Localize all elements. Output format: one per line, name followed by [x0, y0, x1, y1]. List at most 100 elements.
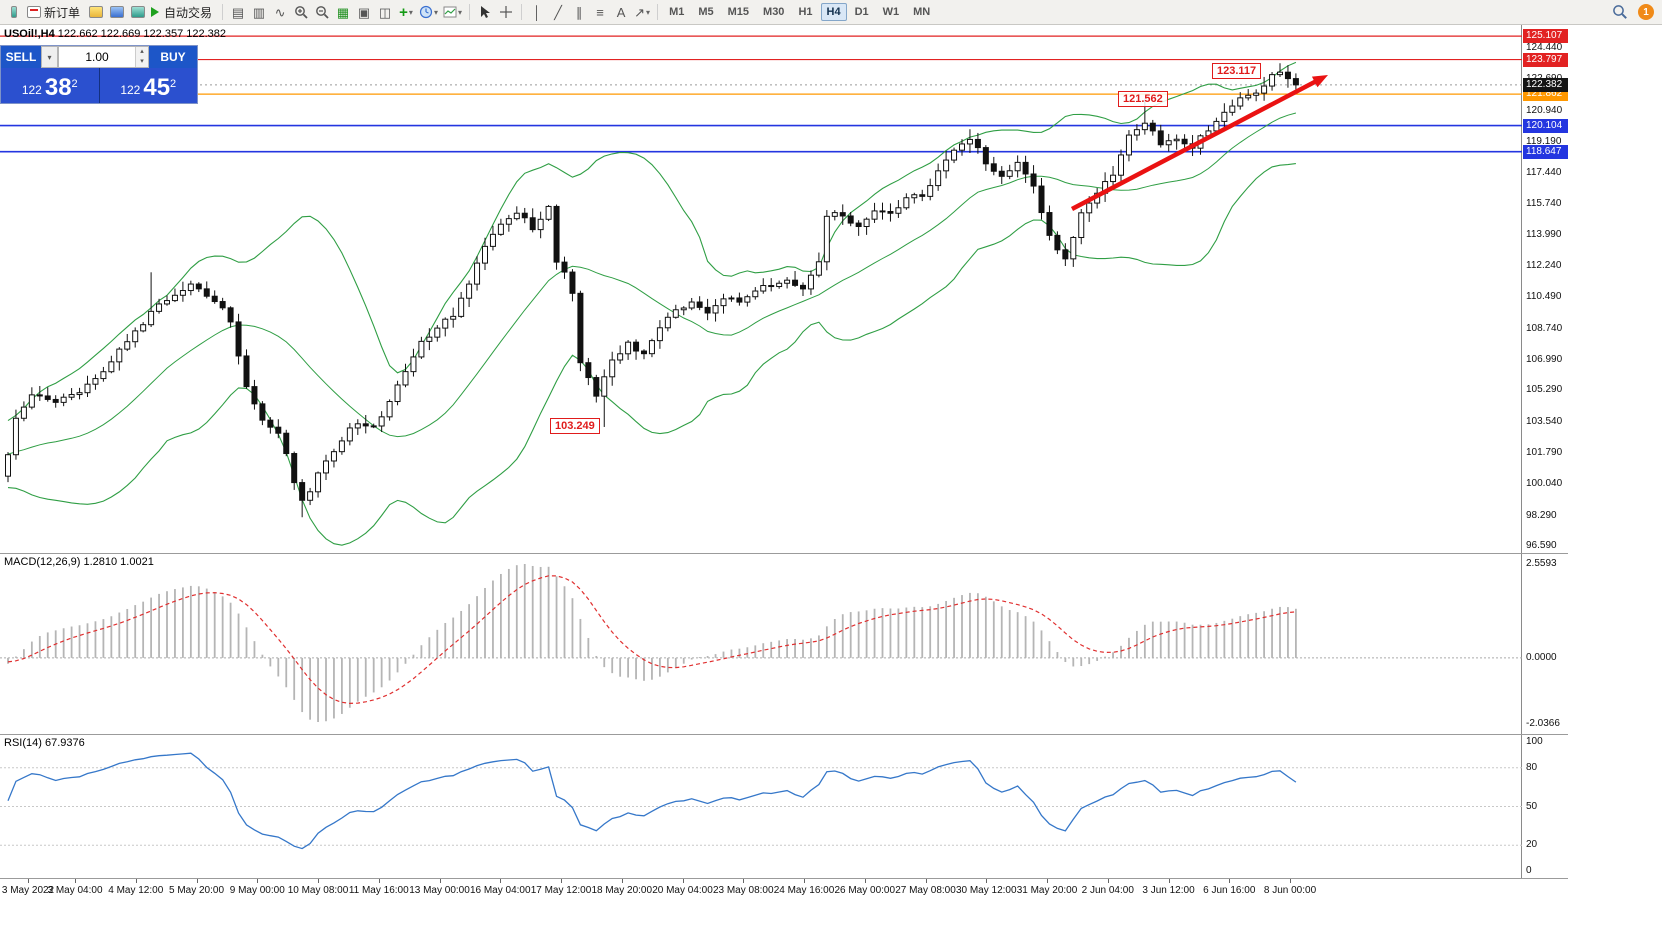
price-chart-area[interactable]: USOil!,H4 122.662 122.669 122.357 122.38…	[0, 25, 1522, 553]
step-up-icon[interactable]: ▴	[136, 47, 148, 57]
candle-body	[625, 341, 632, 355]
auto-trading-button[interactable]: 自动交易	[149, 2, 217, 22]
candle-body	[656, 327, 663, 342]
candle-body	[1110, 174, 1117, 183]
cursor-tool-button[interactable]	[475, 2, 495, 22]
trend-arrow-line[interactable]	[1070, 77, 1321, 211]
candle-body	[283, 432, 290, 455]
timeframe-w1[interactable]: W1	[882, 6, 900, 18]
macd-histogram-bar	[786, 639, 788, 658]
macd-histogram-bar	[1120, 645, 1122, 658]
market-watch-button[interactable]	[107, 2, 127, 22]
timeframe-m15[interactable]: M15	[727, 6, 750, 18]
macd-histogram-bar	[881, 608, 884, 658]
line-chart-button[interactable]: ∿	[270, 2, 290, 22]
candle-body	[219, 301, 226, 309]
macd-histogram-bar	[189, 585, 192, 658]
main-toolbar: 新订单 自动交易 ▤ ▥ ∿ ▦ ▣ ◫ + ▾ ▾ ▾	[0, 0, 1662, 25]
macd-scale[interactable]: 2.5593 0.0000 -2.0366	[1523, 554, 1568, 734]
navigator-button[interactable]	[128, 2, 148, 22]
macd-histogram-bar	[1239, 616, 1242, 658]
rsi-canvas[interactable]	[0, 735, 1522, 878]
candle-body	[450, 315, 457, 320]
volume-dropdown-button[interactable]: ▾	[41, 46, 58, 68]
candlestick-chart-canvas[interactable]	[0, 25, 1522, 553]
macd-canvas[interactable]	[0, 554, 1522, 734]
price-annotation[interactable]: 123.117	[1212, 63, 1262, 79]
candle-body	[362, 423, 369, 427]
zoom-in-button[interactable]	[291, 2, 311, 22]
crosshair-tool-button[interactable]	[496, 2, 516, 22]
metaeditor-button[interactable]	[86, 2, 106, 22]
price-annotation[interactable]: 103.249	[550, 418, 600, 434]
indicators-button[interactable]: + ▾	[396, 2, 416, 22]
sell-price-display[interactable]: 122 38 2	[1, 68, 99, 103]
macd-histogram-bar	[818, 635, 820, 658]
channel-tool-button[interactable]: ∥	[569, 2, 589, 22]
price-scale[interactable]: 124.440122.690120.940119.190117.440115.7…	[1523, 25, 1568, 553]
arrows-tool-button[interactable]: ↗ ▾	[632, 2, 652, 22]
macd-histogram-bar	[142, 601, 145, 658]
macd-histogram-bar	[849, 612, 852, 658]
rsi-panel[interactable]: RSI(14) 67.9376	[0, 735, 1522, 878]
arrange-windows-button[interactable]: ◫	[375, 2, 395, 22]
candle-body	[323, 460, 329, 474]
notification-badge[interactable]: 1	[1638, 4, 1654, 20]
templates-button[interactable]: ▾	[441, 2, 464, 22]
candle-body	[1269, 74, 1276, 87]
candlestick-chart-button[interactable]: ▥	[249, 2, 269, 22]
text-tool-button[interactable]: A	[611, 2, 631, 22]
timeframe-h4[interactable]: H4	[820, 3, 847, 21]
panel-splitter[interactable]	[0, 734, 1568, 735]
candle-body	[831, 212, 838, 217]
chart-ohlc: 122.662 122.669 122.357 122.382	[57, 28, 227, 40]
timeframe-mn[interactable]: MN	[913, 6, 931, 18]
rsi-scale[interactable]: 100 80 50 20 0	[1523, 735, 1568, 878]
time-axis-label: 30 May 12:00	[955, 885, 1017, 896]
arrows-tool-icon: ↗	[634, 4, 645, 20]
macd-histogram-bar	[674, 657, 677, 668]
new-order-label: 新订单	[44, 5, 81, 20]
tile-windows-button[interactable]: ▦	[333, 2, 353, 22]
search-icon[interactable]	[1612, 4, 1628, 20]
price-annotation[interactable]: 121.562	[1118, 91, 1168, 107]
candle-body	[1261, 85, 1268, 94]
rsi-scale-label: 0	[1526, 865, 1532, 876]
bar-chart-button[interactable]: ▤	[228, 2, 248, 22]
candle-body	[633, 341, 640, 352]
candle-body	[505, 218, 512, 225]
tile-windows-icon: ▦	[336, 4, 350, 20]
time-axis[interactable]: 3 May 2022 3 May 04:00 4 May 12:00 5 May 20…	[0, 879, 1568, 899]
macd-histogram-bar	[356, 657, 359, 702]
rsi-scale-label: 100	[1526, 736, 1543, 747]
bar-chart-icon: ▤	[231, 4, 245, 20]
timeframe-m30[interactable]: M30	[763, 6, 785, 18]
price-scale-label: 117.440	[1526, 167, 1562, 179]
zoom-out-button[interactable]	[312, 2, 332, 22]
macd-panel[interactable]: MACD(12,26,9) 1.2810 1.0021	[0, 554, 1522, 734]
periods-button[interactable]: ▾	[417, 2, 440, 22]
panel-splitter[interactable]	[0, 878, 1568, 879]
chevron-down-icon: ▾	[434, 7, 439, 17]
new-order-button[interactable]: 新订单	[25, 2, 85, 22]
timeframe-m1[interactable]: M1	[669, 6, 685, 18]
vertical-line-tool-button[interactable]: │	[527, 2, 547, 22]
candle-body	[291, 453, 298, 484]
step-down-icon[interactable]: ▾	[136, 57, 148, 67]
trendline-tool-button[interactable]: ╱	[548, 2, 568, 22]
timeframe-h1[interactable]: H1	[798, 6, 813, 18]
volume-input[interactable]	[59, 47, 135, 67]
volume-stepper[interactable]: ▴ ▾	[135, 47, 148, 67]
timeframe-d1[interactable]: D1	[854, 6, 869, 18]
macd-histogram-bar	[412, 654, 415, 658]
candle-body	[12, 417, 19, 456]
candle-body	[577, 292, 584, 364]
timeframe-m5[interactable]: M5	[698, 6, 714, 18]
price-marker: 118.647	[1523, 144, 1568, 159]
buy-button[interactable]: BUY	[149, 46, 197, 68]
cascade-windows-button[interactable]: ▣	[354, 2, 374, 22]
panel-splitter[interactable]	[0, 553, 1568, 554]
buy-price-display[interactable]: 122 45 2	[99, 68, 197, 103]
fibonacci-tool-button[interactable]: ≡	[590, 2, 610, 22]
sell-button[interactable]: SELL	[1, 46, 41, 68]
